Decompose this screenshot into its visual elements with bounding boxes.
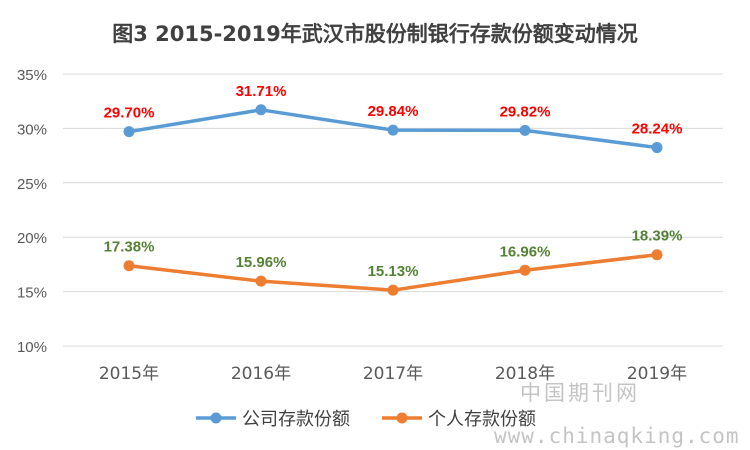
data-point — [519, 264, 531, 276]
data-label: 17.38% — [104, 239, 155, 256]
data-label: 29.82% — [500, 103, 551, 120]
legend-label: 个人存款份额 — [428, 409, 536, 430]
y-tick-label: 35% — [17, 67, 47, 84]
y-tick-label: 15% — [17, 285, 47, 302]
watermark-cn: 中国期刊网 — [520, 381, 640, 405]
x-tick-label: 2019年 — [627, 364, 687, 384]
y-tick-label: 20% — [17, 230, 47, 247]
data-label: 28.24% — [632, 121, 683, 138]
data-point — [123, 126, 135, 138]
legend-item-personal: 个人存款份额 — [382, 409, 536, 430]
data-point — [651, 249, 663, 261]
plot-area: 29.70% 31.71% 29.84% 29.82% 28.24% 17.38% 15.9… — [104, 83, 683, 296]
data-label: 16.96% — [500, 243, 551, 260]
watermark-url: www.chinaqking.com — [494, 424, 740, 448]
data-point — [255, 275, 267, 287]
data-label: 29.84% — [368, 103, 419, 120]
x-tick-label: 2018年 — [495, 364, 555, 384]
y-axis: 10% 15% 20% 25% 30% 35% — [17, 67, 47, 356]
data-point — [255, 104, 267, 116]
legend-label: 公司存款份额 — [242, 409, 350, 430]
legend-marker — [396, 412, 408, 424]
x-tick-label: 2017年 — [363, 364, 423, 384]
series-company: 29.70% 31.71% 29.84% 29.82% 28.24% — [104, 83, 683, 154]
data-label: 15.13% — [368, 263, 419, 280]
x-tick-label: 2016年 — [231, 364, 291, 384]
x-tick-label: 2015年 — [99, 364, 159, 384]
chart-title: 图3 2015-2019年武汉市股份制银行存款份额变动情况 — [112, 22, 638, 46]
data-label: 18.39% — [632, 228, 683, 245]
data-point — [387, 124, 399, 136]
data-point — [651, 142, 663, 154]
data-label: 31.71% — [236, 83, 287, 100]
legend: 公司存款份额 个人存款份额 — [196, 409, 536, 430]
data-point — [123, 260, 135, 272]
y-tick-label: 25% — [17, 176, 47, 193]
data-label: 15.96% — [236, 254, 287, 271]
data-label: 29.70% — [104, 105, 155, 122]
data-point — [387, 284, 399, 296]
legend-item-company: 公司存款份额 — [196, 409, 350, 430]
data-point — [519, 124, 531, 136]
y-tick-label: 30% — [17, 121, 47, 138]
legend-marker — [210, 412, 222, 424]
x-axis: 2015年 2016年 2017年 2018年 2019年 — [99, 364, 687, 384]
y-tick-label: 10% — [17, 339, 47, 356]
series-personal: 17.38% 15.96% 15.13% 16.96% 18.39% — [104, 228, 683, 296]
